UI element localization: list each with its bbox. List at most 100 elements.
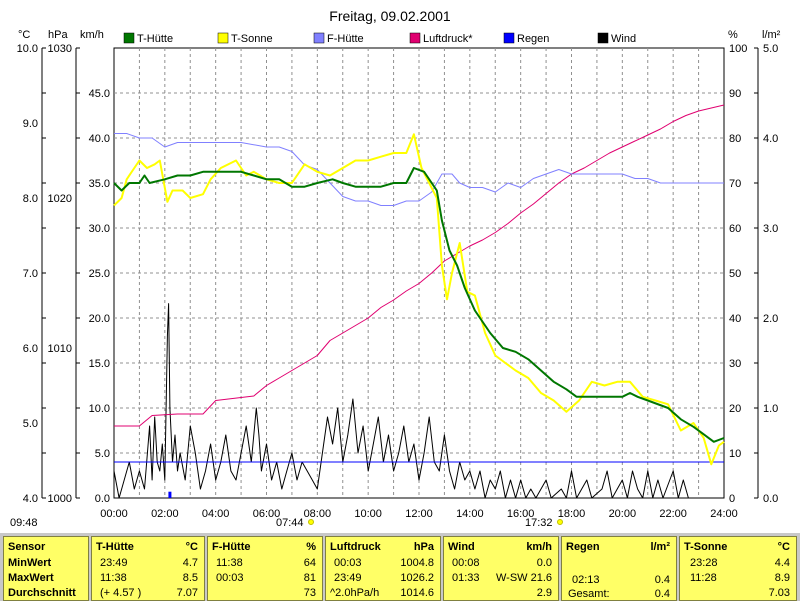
series-line-fhtte [114, 133, 724, 206]
regen-max: 0.4 [654, 574, 670, 586]
humidity-tick-label: 30 [729, 358, 741, 370]
legend-swatch [217, 32, 229, 44]
chart-title: Freitag, 09.02.2001 [329, 8, 451, 24]
wind-max-time: 01:33 [452, 572, 480, 584]
sunset-label: 17:32 [525, 517, 553, 529]
x-tick-label: 06:00 [253, 508, 281, 520]
legend-label: T-Sonne [231, 33, 273, 45]
wind-tick-label: 40.0 [89, 133, 110, 145]
humidity-tick-label: 0 [729, 493, 735, 505]
f-huette-unit: % [306, 541, 316, 553]
t-sonne-unit: °C [777, 541, 790, 553]
rain-tick-label: 4.0 [763, 133, 778, 145]
x-tick-label: 24:00 [710, 508, 738, 520]
wind-tick-label: 45.0 [89, 88, 110, 100]
rain-tick-label: 1.0 [763, 403, 778, 415]
series-line-thtte [113, 167, 725, 443]
legend-label: Regen [517, 33, 549, 45]
left-time-label: 09:48 [10, 517, 38, 529]
humidity-tick-label: 80 [729, 133, 741, 145]
luftdruck-min-time: 00:03 [334, 557, 362, 569]
t-sonne-avg: 7.03 [768, 587, 790, 599]
temp-axis-unit: °C [18, 29, 30, 41]
rain-axis-unit: l/m² [762, 29, 781, 41]
rain-tick-label: 0.0 [763, 493, 778, 505]
wind-tick-label: 15.0 [89, 358, 110, 370]
x-tick-label: 10:00 [354, 508, 382, 520]
wind-tick-label: 10.0 [89, 403, 110, 415]
t-huette-max-time: 11:38 [100, 572, 127, 584]
series-line-luftdruck [114, 104, 725, 427]
t-huette-min-time: 23:49 [100, 557, 128, 569]
wind-max-direction: W-SW [496, 572, 528, 584]
stats-panel-t-huette: T-Hütte °C 23:49 4.7 11:38 8.5 (+ 4.57 )… [91, 536, 205, 601]
t-huette-avg-note: (+ 4.57 ) [100, 587, 142, 599]
f-huette-min-time: 11:38 [216, 557, 243, 569]
series-line-tsonne [113, 133, 725, 466]
x-tick-label: 22:00 [659, 508, 687, 520]
sensor-header: Sensor [8, 541, 46, 553]
humidity-axis-unit: % [728, 29, 738, 41]
wind-min-time: 00:08 [452, 557, 480, 569]
weather-chart: Freitag, 09.02.2001 °C hPa km/h % l/m² T… [10, 8, 781, 529]
humidity-tick-label: 100 [729, 43, 747, 55]
row-label-min: MinWert [8, 557, 52, 569]
legend-swatch [123, 32, 135, 44]
sunrise-marker [308, 519, 314, 525]
temp-tick-label: 5.0 [23, 418, 38, 430]
pressure-tick-label: 1000 [48, 493, 72, 505]
regen-max-time: 02:13 [572, 574, 600, 586]
x-tick-labels: 00:00 02:00 04:00 06:00 08:00 10:00 12:00 14:00… [100, 508, 738, 520]
humidity-tick-label: 90 [729, 88, 741, 100]
humidity-tick-label: 50 [729, 268, 741, 280]
luftdruck-max: 1026.2 [400, 572, 434, 584]
t-huette-unit: °C [185, 541, 198, 553]
left-tick-labels: 10.0 9.0 8.0 7.0 6.0 5.0 4.0 1030 1020 1010 1000 45… [17, 43, 110, 505]
legend: T-Hütte T-Sonne F-Hütte Luftdruck* Regen Wind [123, 32, 636, 45]
t-huette-avg: 7.07 [176, 587, 198, 599]
temp-tick-label: 10.0 [17, 43, 38, 55]
x-tick-label: 00:00 [100, 508, 128, 520]
wind-header: Wind [448, 541, 475, 553]
luftdruck-trend: ^2.0hPa/h [330, 587, 380, 599]
f-huette-max: 81 [303, 572, 316, 584]
legend-label: F-Hütte [327, 33, 364, 45]
t-sonne-header: T-Sonne [684, 541, 728, 553]
stats-label-panel: Sensor MinWert MaxWert Durchschnitt [3, 536, 89, 601]
luftdruck-unit: hPa [413, 541, 434, 553]
legend-swatch [503, 32, 515, 44]
wind-min: 0.0 [536, 557, 552, 569]
stats-panel-wind: Wind km/h 00:08 0.0 01:33 W-SW 21.6 2.9 [443, 536, 559, 601]
f-huette-header: F-Hütte [212, 541, 251, 553]
stats-panel-t-sonne: T-Sonne °C 23:28 4.4 11:28 8.9 7.03 [679, 536, 797, 601]
legend-swatch [409, 32, 421, 44]
t-sonne-min: 4.4 [774, 557, 790, 569]
wind-tick-label: 20.0 [89, 313, 110, 325]
wind-max: 21.6 [530, 572, 552, 584]
stats-panel-f-huette: F-Hütte % 11:38 64 00:03 81 73 [207, 536, 323, 601]
t-sonne-max: 8.9 [774, 572, 790, 584]
wind-unit: km/h [526, 541, 552, 553]
stats-panel-regen: Regen l/m² 02:13 0.4 Gesamt: 0.4 [561, 536, 677, 601]
luftdruck-header: Luftdruck [330, 541, 381, 553]
humidity-tick-label: 60 [729, 223, 741, 235]
pressure-tick-label: 1030 [48, 43, 72, 55]
temp-tick-label: 9.0 [23, 118, 38, 130]
f-huette-avg: 73 [303, 587, 316, 599]
humidity-tick-label: 70 [729, 178, 741, 190]
x-tick-label: 16:00 [507, 508, 535, 520]
x-tick-label: 08:00 [304, 508, 332, 520]
legend-swatch [597, 32, 609, 44]
wind-tick-label: 25.0 [89, 268, 110, 280]
x-tick-label: 18:00 [558, 508, 586, 520]
temp-tick-label: 6.0 [23, 343, 38, 355]
legend-label: Luftdruck* [423, 33, 473, 45]
x-tick-label: 14:00 [456, 508, 484, 520]
wind-axis-unit: km/h [80, 29, 104, 41]
rain-tick-label: 2.0 [763, 313, 778, 325]
x-tick-label: 20:00 [609, 508, 637, 520]
t-sonne-max-time: 11:28 [690, 572, 717, 584]
rain-bar [168, 491, 172, 498]
row-label-max: MaxWert [8, 572, 54, 584]
series-line-wind [113, 303, 699, 499]
